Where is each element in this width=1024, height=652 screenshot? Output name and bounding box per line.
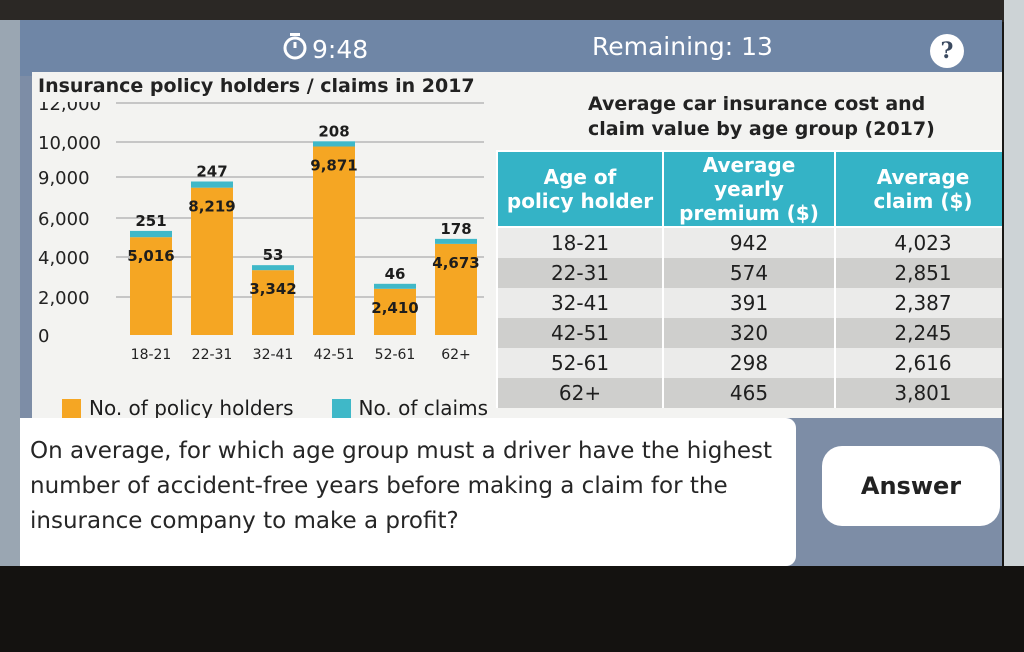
table-row: 62+ 465 3,801: [496, 378, 1002, 408]
remaining-count: Remaining: 13: [592, 32, 773, 61]
legend-label-holders: No. of policy holders: [89, 396, 294, 420]
data-label-claims: 208: [318, 122, 349, 140]
y-tick-label: 10,000: [38, 133, 101, 154]
y-tick-label: 6,000: [38, 209, 90, 230]
col-header-claim: Average claim ($): [834, 150, 1002, 228]
timer-value: 9:48: [312, 34, 369, 64]
legend-swatch-holders: [62, 398, 81, 418]
data-label-holders: 5,016: [127, 247, 174, 265]
col-header-age-text: Age of policy holder: [506, 165, 654, 213]
data-label-claims: 251: [135, 212, 166, 230]
col-header-premium: Average yearly premium ($): [662, 150, 836, 228]
cell-claim: 2,616: [834, 348, 1002, 378]
y-tick-label: 9,000: [38, 168, 90, 189]
table-title: Average car insurance cost and claim val…: [588, 92, 935, 142]
help-button[interactable]: ?: [930, 34, 964, 68]
x-tick-label: 22-31: [192, 347, 233, 363]
cell-premium: 298: [662, 348, 836, 378]
bar-policy-holders: [313, 146, 355, 335]
data-label-holders: 9,871: [310, 157, 357, 175]
y-tick-label: 12,000: [38, 102, 101, 115]
x-tick-label: 32-41: [253, 347, 294, 363]
legend-item-holders: No. of policy holders: [62, 396, 294, 420]
table-title-line-1: Average car insurance cost and: [588, 93, 926, 115]
x-tick-label: 18-21: [131, 347, 172, 363]
legend-item-claims: No. of claims: [331, 396, 489, 420]
data-label-claims: 53: [263, 246, 284, 264]
bar-chart-svg: 0 2,000 4,000 6,000 9,000 10,000 12,000 5,016 25…: [38, 94, 484, 363]
bar-claims: [191, 181, 233, 188]
data-label-claims: 46: [385, 265, 406, 283]
question-card: On average, for which age group must a d…: [20, 418, 796, 566]
cell-age: 18-21: [496, 227, 664, 258]
legend-swatch-claims: [331, 398, 351, 418]
stopwatch-icon: [282, 32, 312, 66]
cell-premium: 942: [662, 227, 836, 258]
bar-policy-holders: [252, 270, 294, 335]
y-tick-label: 2,000: [38, 288, 90, 309]
x-tick-label: 52-61: [375, 347, 416, 363]
bar-claims: [313, 141, 355, 147]
device-frame-top: [0, 0, 1024, 22]
chart-title: Insurance policy holders / claims in 201…: [38, 75, 475, 97]
table-row: 18-21 942 4,023: [496, 227, 1002, 258]
col-header-premium-text: Average yearly premium ($): [679, 153, 819, 225]
quiz-screen: 9:48 Remaining: 13 ? Insurance policy ho…: [20, 20, 1002, 566]
col-header-claim-text: Average claim ($): [873, 165, 973, 213]
cell-premium: 391: [662, 288, 836, 318]
cell-claim: 3,801: [834, 378, 1002, 408]
bar-policy-holders: [435, 243, 477, 335]
cell-age: 62+: [496, 378, 664, 408]
cell-age: 42-51: [496, 318, 664, 348]
bar-claims: [130, 230, 172, 238]
device-frame-bottom: [0, 566, 1024, 652]
data-label-claims: 247: [196, 162, 227, 180]
answer-button[interactable]: Answer: [822, 446, 1000, 526]
device-frame-right: [1004, 0, 1024, 652]
data-label-holders: 8,219: [188, 198, 235, 216]
table-row: 42-51 320 2,245: [496, 318, 1002, 348]
table-row: 22-31 574 2,851: [496, 258, 1002, 288]
bar-claims: [435, 238, 477, 244]
chart-legend: No. of policy holders No. of claims: [62, 396, 526, 420]
table-row: 32-41 391 2,387: [496, 288, 1002, 318]
table-header-row: Age of policy holder Average yearly prem…: [496, 150, 1002, 228]
bar-claims: [252, 265, 294, 271]
timer: 9:48: [282, 32, 368, 66]
y-tick-label: 0: [38, 326, 49, 347]
cell-claim: 2,387: [834, 288, 1002, 318]
table-row: 52-61 298 2,616: [496, 348, 1002, 378]
data-label-claims: 178: [440, 220, 471, 238]
data-label-holders: 3,342: [249, 280, 296, 298]
question-content: Insurance policy holders / claims in 201…: [32, 72, 1002, 420]
cell-premium: 465: [662, 378, 836, 408]
cell-age: 22-31: [496, 258, 664, 288]
bar-claims: [374, 283, 416, 289]
question-text: On average, for which age group must a d…: [30, 438, 773, 534]
bar-policy-holders: [374, 288, 416, 335]
cell-premium: 320: [662, 318, 836, 348]
table-title-line-2: claim value by age group (2017): [588, 118, 935, 140]
legend-label-claims: No. of claims: [358, 396, 489, 420]
insurance-table: Age of policy holder Average yearly prem…: [496, 150, 1002, 408]
cell-claim: 2,851: [834, 258, 1002, 288]
cell-premium: 574: [662, 258, 836, 288]
cell-claim: 4,023: [834, 227, 1002, 258]
top-bar: 9:48 Remaining: 13 ?: [20, 20, 1002, 76]
data-label-holders: 2,410: [371, 299, 418, 317]
cell-age: 52-61: [496, 348, 664, 378]
bar-policy-holders: [191, 187, 233, 335]
y-tick-label: 4,000: [38, 248, 90, 269]
bar-chart: 0 2,000 4,000 6,000 9,000 10,000 12,000 5,016 25…: [32, 94, 492, 392]
cell-claim: 2,245: [834, 318, 1002, 348]
data-label-holders: 4,673: [432, 254, 479, 272]
bar-policy-holders: [130, 237, 172, 335]
cell-age: 32-41: [496, 288, 664, 318]
x-tick-label: 62+: [441, 347, 471, 363]
x-tick-label: 42-51: [314, 347, 355, 363]
col-header-age: Age of policy holder: [496, 150, 664, 228]
